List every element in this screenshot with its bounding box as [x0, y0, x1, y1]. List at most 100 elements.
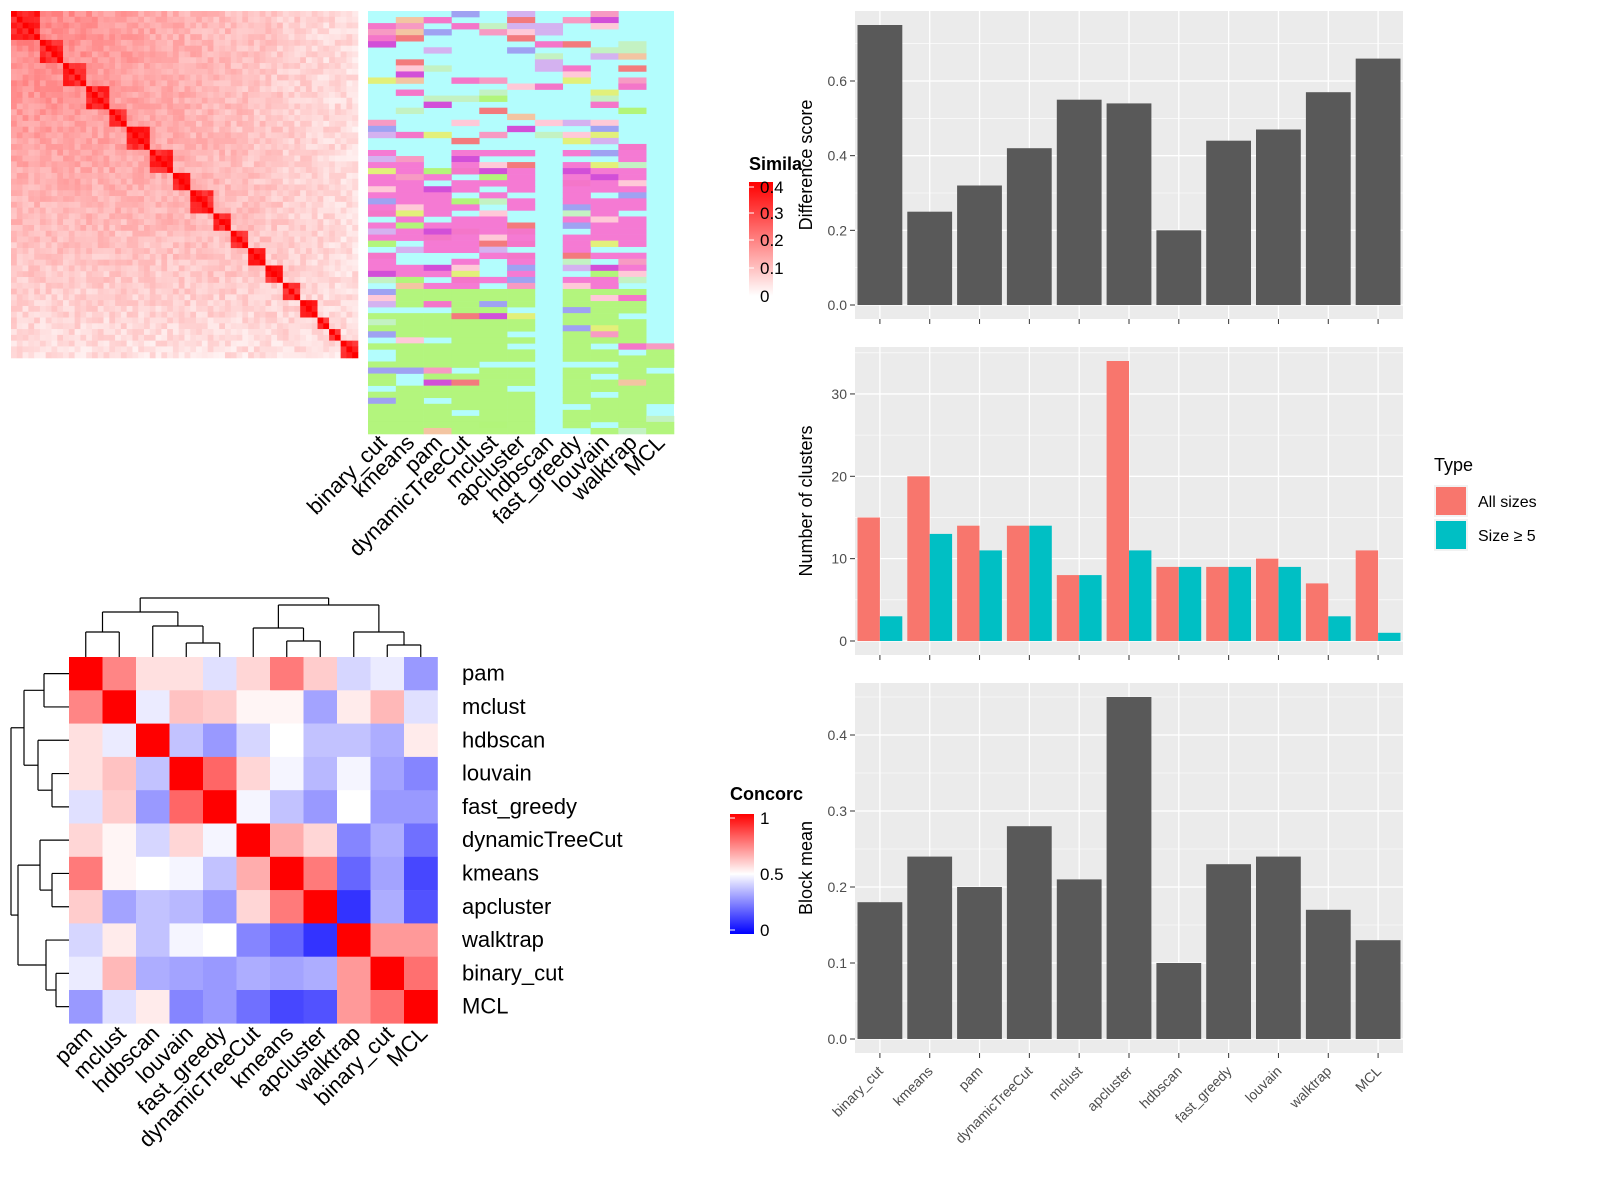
similarity-cell: [80, 340, 87, 347]
similarity-cell: [282, 97, 289, 104]
membership-cell: [451, 119, 480, 127]
similarity-cell: [63, 213, 70, 220]
bar-size5-mclust: [1079, 575, 1102, 641]
similarity-cell: [207, 103, 214, 110]
similarity-cell: [149, 28, 156, 35]
similarity-cell: [190, 300, 197, 307]
similarity-cell: [57, 282, 64, 289]
similarity-cell: [317, 22, 324, 29]
similarity-cell: [277, 39, 284, 46]
similarity-cell: [334, 323, 341, 330]
similarity-cell: [196, 294, 203, 301]
similarity-cell: [282, 248, 289, 255]
similarity-cell: [138, 149, 145, 156]
similarity-cell: [45, 149, 52, 156]
similarity-cell: [352, 300, 359, 307]
similarity-cell: [167, 201, 174, 208]
similarity-cell: [265, 317, 272, 324]
similarity-cell: [115, 167, 122, 174]
similarity-cell: [97, 39, 104, 46]
similarity-cell: [294, 86, 301, 93]
similarity-cell: [196, 346, 203, 353]
similarity-cell: [207, 57, 214, 64]
similarity-cell: [323, 68, 330, 75]
membership-cell: [451, 168, 480, 175]
similarity-cell: [155, 39, 162, 46]
similarity-cell: [277, 265, 284, 272]
similarity-cell: [28, 97, 35, 104]
similarity-cell: [271, 236, 278, 243]
similarity-cell: [86, 51, 93, 58]
similarity-cell: [248, 340, 255, 347]
concordance-row-label: MCL: [462, 994, 508, 1019]
similarity-cell: [120, 63, 127, 70]
similarity-cell: [34, 236, 41, 243]
concordance-row-label: pam: [462, 661, 505, 686]
similarity-cell: [201, 340, 208, 347]
similarity-cell: [253, 277, 260, 284]
similarity-cell: [277, 213, 284, 220]
similarity-cell: [224, 138, 232, 145]
similarity-cell: [11, 167, 18, 174]
concordance-cell: [102, 790, 137, 824]
similarity-cell: [317, 201, 324, 208]
similarity-cell: [271, 63, 278, 70]
similarity-cell: [346, 28, 353, 35]
similarity-cell: [120, 155, 127, 162]
concordance-row-label: binary_cut: [462, 960, 564, 985]
similarity-cell: [329, 126, 336, 133]
similarity-cell: [300, 282, 307, 289]
similarity-cell: [86, 259, 93, 266]
similarity-cell: [277, 236, 284, 243]
similarity-cell: [294, 224, 301, 232]
membership-cell: [368, 252, 397, 260]
concordance-row-label: fast_greedy: [462, 794, 577, 819]
similarity-cell: [219, 340, 226, 347]
similarity-cell: [86, 126, 93, 133]
similarity-cell: [103, 271, 110, 278]
similarity-cell: [201, 39, 208, 46]
similarity-cell: [213, 86, 220, 93]
similarity-cell: [22, 86, 29, 93]
similarity-cell: [149, 149, 156, 156]
membership-cell: [618, 264, 647, 272]
membership-cell: [368, 367, 397, 374]
membership-cell: [479, 180, 508, 187]
similarity-cell: [74, 277, 81, 284]
similarity-cell: [317, 305, 324, 313]
similarity-cell: [126, 120, 133, 127]
similarity-cell: [253, 68, 260, 75]
similarity-cell: [329, 329, 336, 336]
similarity-cell: [271, 120, 278, 127]
similarity-cell: [144, 57, 151, 64]
concordance-cell: [404, 923, 438, 957]
similarity-cell: [317, 282, 324, 289]
similarity-cell: [190, 248, 197, 255]
concordance-cell: [203, 890, 237, 924]
similarity-cell: [277, 259, 284, 266]
similarity-cell: [149, 323, 156, 330]
similarity-cell: [138, 340, 145, 347]
similarity-cell: [236, 224, 243, 232]
similarity-cell: [190, 28, 197, 35]
membership-cell: [562, 192, 591, 199]
similarity-cell: [16, 80, 23, 87]
similarity-cell: [39, 323, 46, 330]
similarity-cell: [132, 16, 139, 23]
similarity-cell: [155, 271, 162, 278]
similarity-cell: [288, 63, 295, 70]
similarity-cell: [109, 74, 116, 81]
similarity-cell: [184, 219, 191, 226]
similarity-cell: [172, 103, 180, 110]
similarity-cell: [248, 259, 255, 266]
membership-cell: [562, 234, 591, 241]
similarity-cell: [138, 271, 145, 278]
similarity-cell: [16, 253, 23, 260]
similarity-cell: [167, 230, 174, 237]
similarity-cell: [288, 161, 295, 168]
similarity-cell: [219, 97, 226, 104]
similarity-cell: [178, 167, 185, 174]
similarity-cell: [224, 68, 232, 75]
similarity-cell: [144, 80, 151, 87]
similarity-cell: [126, 68, 133, 75]
